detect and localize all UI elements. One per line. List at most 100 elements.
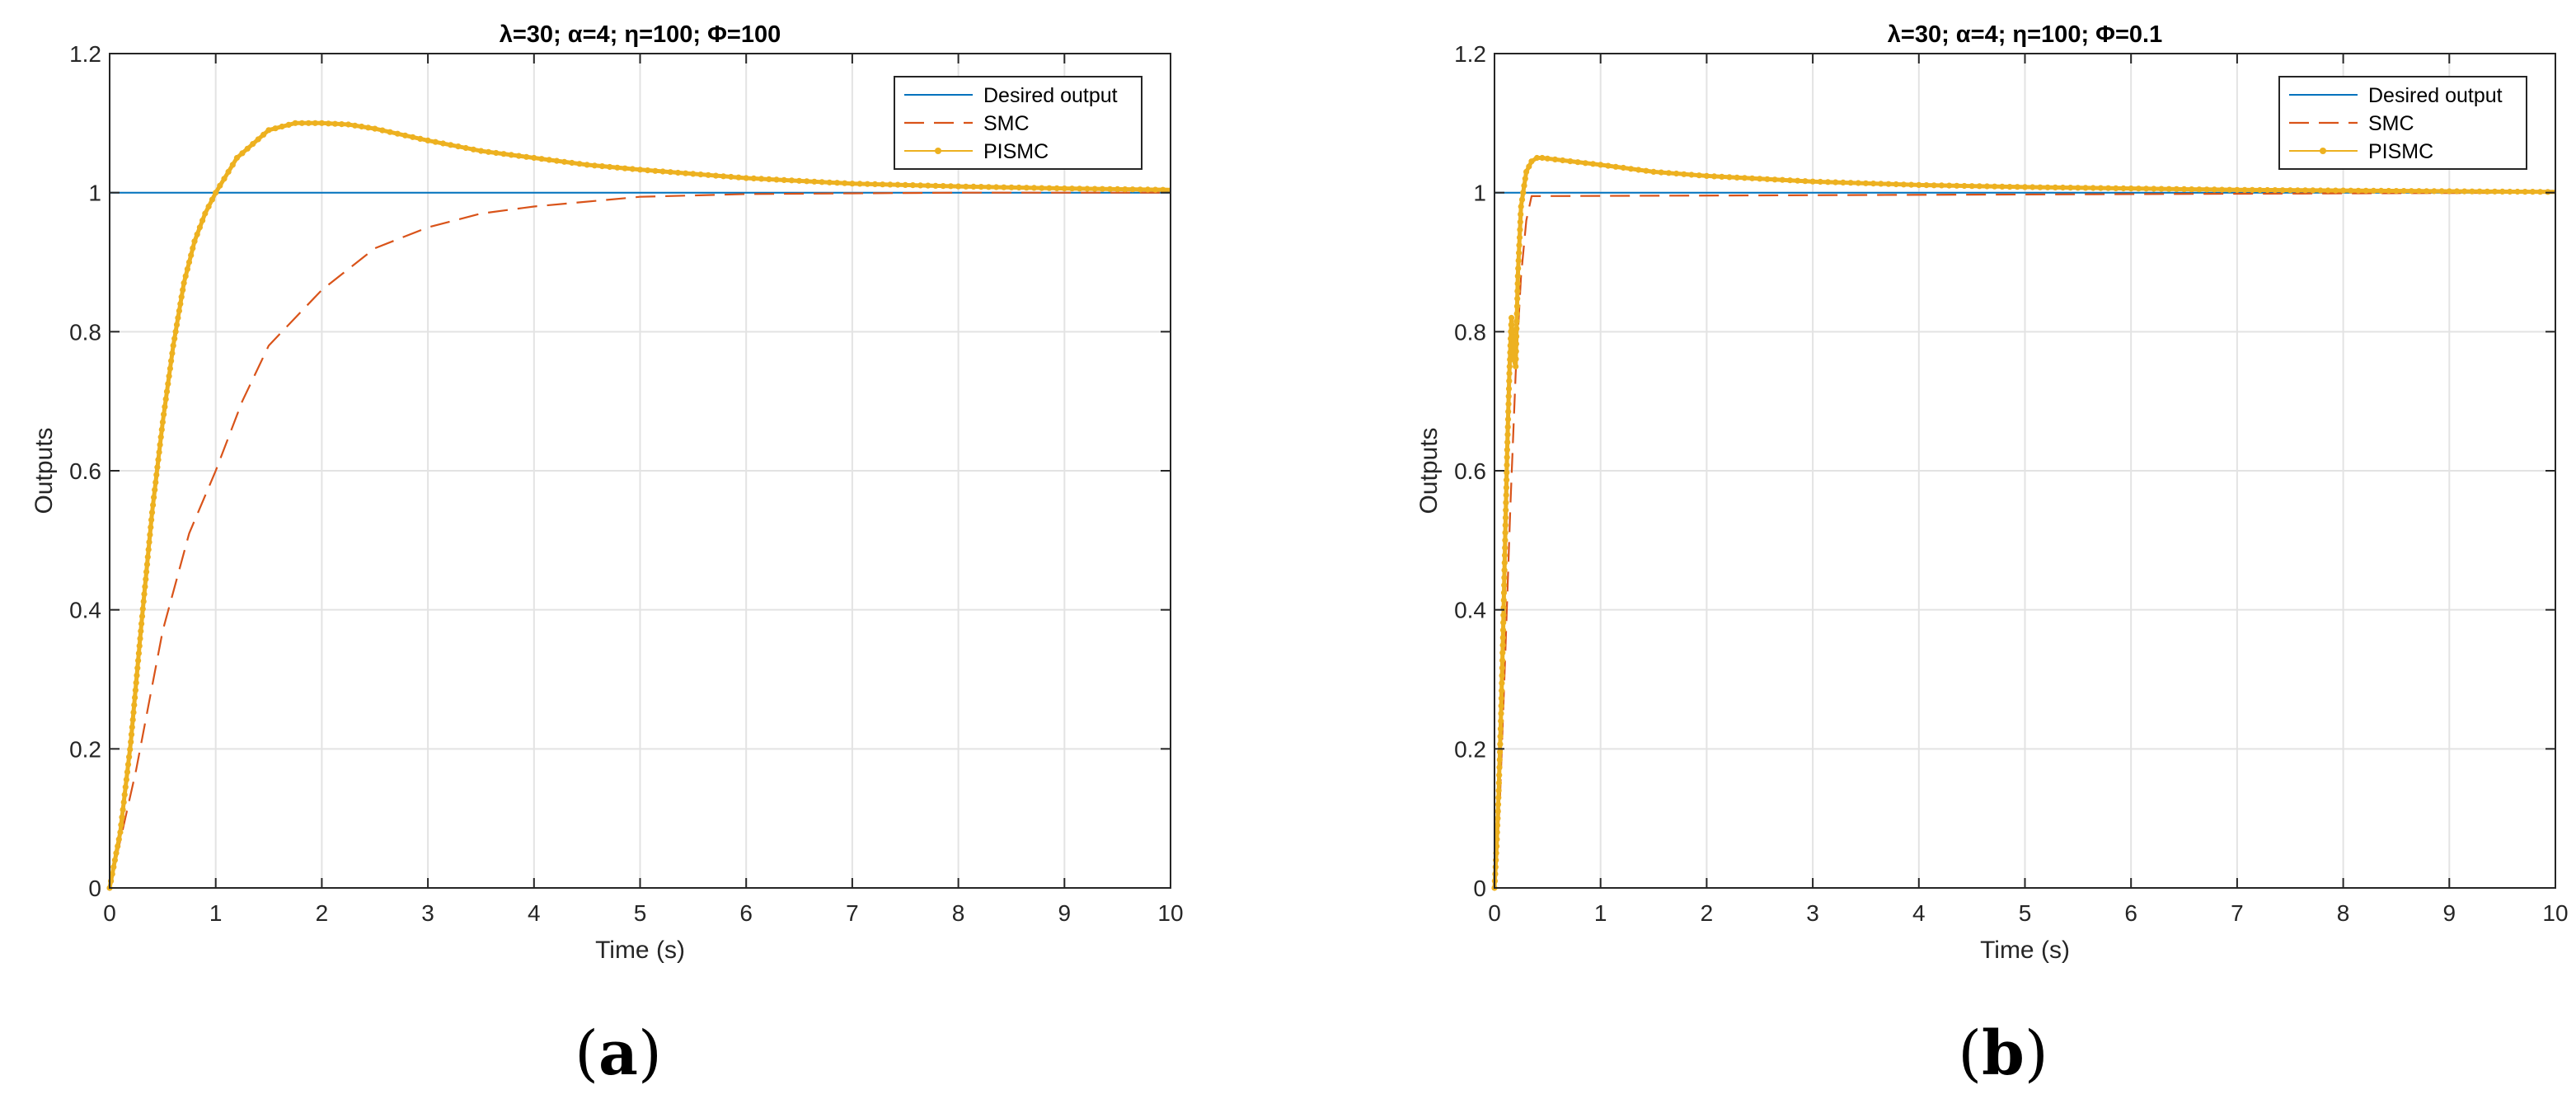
series-marker-pismc	[2196, 186, 2203, 193]
series-marker-pismc	[1008, 184, 1015, 190]
series-marker-pismc	[120, 806, 126, 813]
series-marker-pismc	[137, 635, 143, 642]
series-marker-pismc	[1504, 477, 1510, 483]
x-tick-label: 0	[1488, 900, 1501, 926]
series-marker-pismc	[169, 350, 176, 357]
series-marker-pismc	[2332, 187, 2339, 194]
series-marker-pismc	[1916, 181, 1922, 188]
x-tick-label: 2	[316, 900, 329, 926]
series-marker-pismc	[947, 183, 954, 190]
series-marker-pismc	[705, 171, 711, 178]
series-marker-pismc	[117, 829, 124, 836]
series-marker-pismc	[2151, 186, 2157, 192]
y-tick-label: 1	[88, 181, 101, 206]
series-marker-pismc	[131, 702, 138, 708]
series-marker-pismc	[629, 166, 636, 172]
series-marker-pismc	[1504, 431, 1511, 438]
y-axis-label: Outputs	[1415, 427, 1443, 514]
series-marker-pismc	[925, 182, 931, 189]
series-marker-pismc	[963, 183, 969, 190]
series-marker-pismc	[1114, 186, 1121, 192]
series-marker-pismc	[145, 547, 152, 553]
series-marker-pismc	[1734, 174, 1740, 181]
series-marker-pismc	[1504, 416, 1512, 423]
x-tick-label: 8	[952, 900, 965, 926]
series-marker-pismc	[148, 510, 156, 516]
series-marker-pismc	[1501, 582, 1508, 589]
series-marker-pismc	[864, 181, 870, 187]
series-marker-pismc	[2393, 188, 2400, 195]
series-marker-pismc	[394, 130, 401, 137]
series-marker-pismc	[129, 724, 135, 730]
series-marker-pismc	[1696, 172, 1702, 179]
y-axis-label: Outputs	[30, 427, 58, 514]
series-marker-pismc	[1847, 180, 1854, 186]
series-marker-pismc	[1504, 469, 1510, 476]
series-marker-pismc	[1526, 163, 1532, 170]
series-marker-pismc	[2507, 188, 2513, 195]
series-marker-pismc	[2476, 188, 2483, 195]
series-marker-pismc	[683, 170, 689, 176]
series-marker-pismc	[1513, 310, 1520, 317]
series-marker-pismc	[2249, 186, 2255, 193]
legend-label-smc: SMC	[2368, 112, 2414, 135]
series-marker-pismc	[2226, 186, 2233, 193]
series-marker-pismc	[111, 857, 118, 863]
chart-title: λ=30; α=4; η=100; Φ=0.1	[1888, 21, 2162, 48]
series-marker-pismc	[1494, 822, 1501, 829]
series-marker-pismc	[2234, 186, 2241, 193]
series-marker-pismc	[138, 620, 145, 627]
series-marker-pismc	[1515, 265, 1522, 272]
chart-a: 0 1 2 3 4 5 6 7 8 9 10 0 0.2 0.4 0.6 0.8 1 1.2 λ=30; α=4; …	[30, 21, 1184, 964]
series-marker-pismc	[121, 791, 128, 798]
series-marker-pismc	[804, 178, 810, 185]
series-marker-pismc	[636, 167, 644, 173]
series-marker-pismc	[2355, 187, 2362, 194]
legend-label-smc: SMC	[983, 112, 1030, 135]
series-marker-pismc	[1046, 185, 1053, 191]
series-marker-pismc	[2173, 186, 2180, 192]
series-marker-pismc	[1497, 726, 1504, 732]
series-marker-pismc	[2014, 184, 2020, 190]
panel-label-a: (a)	[575, 1018, 662, 1089]
series-marker-pismc	[842, 180, 848, 186]
series-marker-pismc	[1681, 171, 1687, 177]
series-marker-pismc	[128, 739, 134, 745]
x-tick-label: 5	[634, 900, 647, 926]
series-marker-pismc	[265, 127, 272, 134]
series-marker-pismc	[194, 231, 200, 237]
series-marker-pismc	[1501, 575, 1508, 581]
series-marker-pismc	[750, 175, 758, 181]
series-marker-pismc	[2386, 187, 2392, 195]
legend-label-pismc: PISMC	[983, 140, 1049, 163]
series-marker-pismc	[448, 142, 454, 148]
series-marker-pismc	[2044, 184, 2051, 190]
series-marker-pismc	[462, 144, 469, 152]
series-marker-pismc	[1504, 454, 1510, 461]
series-marker-pismc	[1514, 280, 1521, 287]
series-marker-pismc	[1938, 182, 1945, 189]
x-tick-label: 3	[1806, 900, 1819, 926]
series-marker-pismc	[1703, 172, 1710, 179]
series-marker-pismc	[225, 168, 232, 175]
x-axis-label: Time (s)	[1980, 937, 2070, 964]
series-marker-pismc	[1518, 211, 1524, 218]
series-marker-pismc	[155, 457, 162, 463]
series-marker-pismc	[1499, 657, 1506, 664]
panel-label-b: (b)	[1958, 1018, 2048, 1089]
x-tick-label: 5	[2019, 900, 2032, 926]
series-marker-pismc	[645, 167, 651, 174]
series-marker-pismc	[871, 181, 879, 187]
series-marker-pismc	[260, 131, 267, 138]
series-marker-pismc	[1506, 370, 1513, 377]
series-marker-pismc	[387, 129, 393, 135]
y-tick-label: 0.8	[69, 319, 101, 345]
series-marker-pismc	[205, 203, 212, 210]
series-marker-pismc	[455, 143, 462, 150]
series-marker-pismc	[305, 120, 312, 126]
series-marker-pismc	[2415, 188, 2423, 195]
series-marker-pismc	[2294, 187, 2301, 194]
series-marker-pismc	[1505, 393, 1512, 400]
series-marker-pismc	[2067, 185, 2074, 191]
series-marker-pismc	[811, 178, 818, 185]
